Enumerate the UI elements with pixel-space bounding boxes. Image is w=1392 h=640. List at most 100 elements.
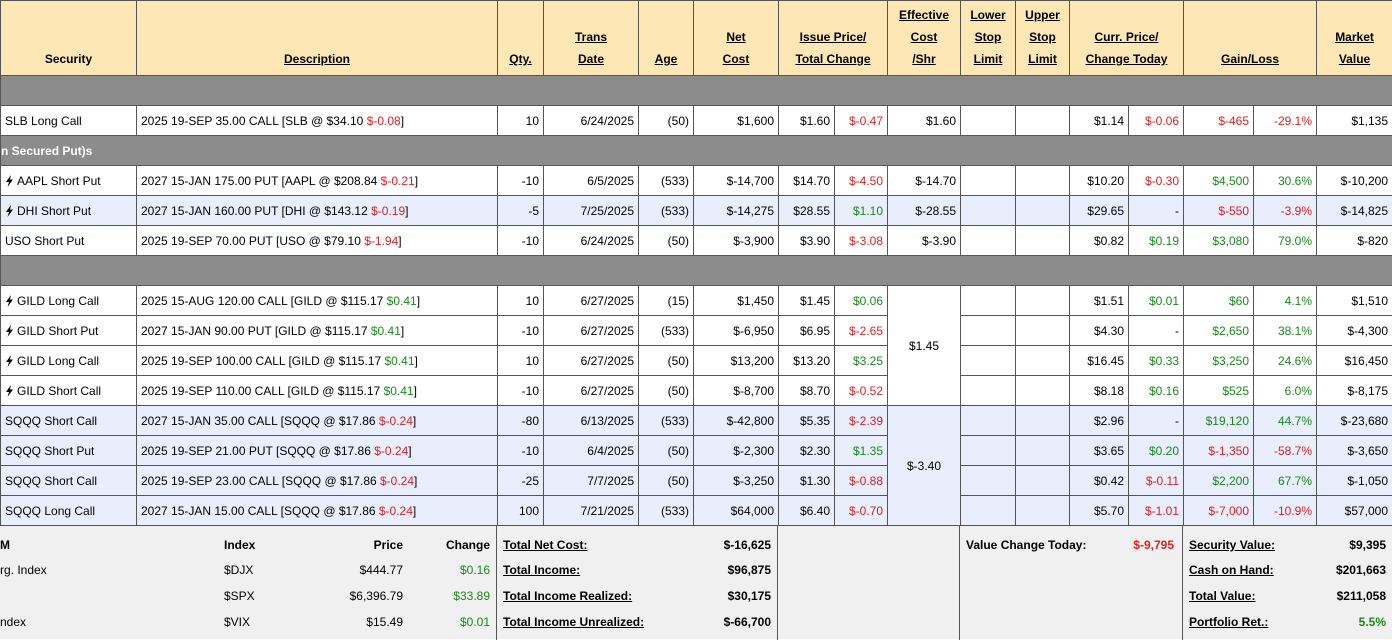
issue-price: $1.30 — [779, 466, 835, 496]
effective-cost: $-3.90 — [888, 226, 961, 256]
bolt-icon — [5, 295, 14, 307]
description: 2025 19-SEP 23.00 CALL [SQQQ @ $17.86 $-… — [137, 466, 498, 496]
section-row — [1, 76, 1392, 106]
issue-price: $1.60 — [779, 106, 835, 136]
security-name: SQQQ Short Call — [5, 474, 97, 488]
net-cost: $13,200 — [694, 346, 779, 376]
trans-date: 6/27/2025 — [544, 316, 639, 346]
gain-loss: $-1,350 — [1184, 436, 1254, 466]
security-name: GILD Short Put — [17, 324, 98, 338]
lower-stop — [961, 196, 1016, 226]
description-text: ] — [408, 444, 411, 458]
bolt-icon — [5, 385, 14, 397]
curr-price: $0.82 — [1070, 226, 1129, 256]
trans-date: 6/27/2025 — [544, 286, 639, 316]
header-text: Value — [1339, 52, 1370, 66]
gain-loss-pct: -10.9% — [1254, 496, 1317, 526]
security-name: GILD Short Call — [17, 384, 101, 398]
effective-cost: $-3.40 — [888, 406, 961, 526]
description-text: ] — [405, 204, 408, 218]
header-text: Stop — [975, 30, 1002, 44]
age: (50) — [639, 436, 694, 466]
market-value: $57,000 — [1317, 496, 1392, 526]
trans-date: 6/4/2025 — [544, 436, 639, 466]
gain-loss-pct: -3.9% — [1254, 196, 1317, 226]
gain-loss-pct: 30.6% — [1254, 166, 1317, 196]
qty: -10 — [498, 376, 544, 406]
security: USO Short Put — [1, 226, 137, 256]
description-text: 2025 19-SEP 100.00 CALL [GILD @ $115.17 — [141, 354, 384, 368]
security-name: SQQQ Long Call — [5, 504, 95, 518]
upper-stop — [1016, 106, 1070, 136]
security: SQQQ Long Call — [1, 496, 137, 526]
total-change: $-0.47 — [835, 106, 888, 136]
bolt-icon — [5, 175, 14, 187]
security-name: SQQQ Short Put — [5, 444, 94, 458]
description-text: 2027 15-JAN 90.00 PUT [GILD @ $115.17 — [141, 324, 371, 338]
index-price: $6,396.79 — [350, 589, 403, 603]
description-text: ] — [415, 354, 418, 368]
description: 2027 15-JAN 35.00 CALL [SQQQ @ $17.86 $-… — [137, 406, 498, 436]
upper-stop — [1016, 166, 1070, 196]
lower-stop — [961, 406, 1016, 436]
description: 2025 19-SEP 70.00 PUT [USO @ $79.10 $-1.… — [137, 226, 498, 256]
underlying-change: $-0.08 — [367, 114, 401, 128]
age: (50) — [639, 106, 694, 136]
header-text: Gain/Loss — [1221, 52, 1279, 66]
total-label: Total Net Cost: — [503, 538, 587, 552]
curr-price: $16.45 — [1070, 346, 1129, 376]
gain-loss: $-550 — [1184, 196, 1254, 226]
issue-price: $2.30 — [779, 436, 835, 466]
column-header: Age — [639, 1, 694, 76]
lower-stop — [961, 316, 1016, 346]
bolt-icon — [5, 205, 14, 217]
header-text: Effective — [899, 8, 949, 22]
header-text: Age — [655, 52, 678, 66]
total-change: $3.25 — [835, 346, 888, 376]
effective-cost: $-28.55 — [888, 196, 961, 226]
description-text: 2027 15-JAN 160.00 PUT [DHI @ $143.12 — [141, 204, 371, 218]
issue-price: $13.20 — [779, 346, 835, 376]
security-name: SQQQ Short Call — [5, 414, 97, 428]
index-index: $DJX — [224, 563, 253, 577]
total-change: $-0.88 — [835, 466, 888, 496]
net-cost: $-2,300 — [694, 436, 779, 466]
security: SLB Long Call — [1, 106, 137, 136]
description-text: ] — [414, 384, 417, 398]
bolt-shape — [6, 355, 13, 367]
description-text: 2025 19-SEP 70.00 PUT [USO @ $79.10 — [141, 234, 364, 248]
issue-price: $3.90 — [779, 226, 835, 256]
index-change: $0.16 — [460, 563, 490, 577]
curr-price: $8.18 — [1070, 376, 1129, 406]
description-text: 2025 19-SEP 110.00 CALL [GILD @ $115.17 — [141, 384, 384, 398]
trans-date: 7/7/2025 — [544, 466, 639, 496]
age: (15) — [639, 286, 694, 316]
lower-stop — [961, 286, 1016, 316]
qty: 10 — [498, 106, 544, 136]
net-cost: $1,600 — [694, 106, 779, 136]
market-value: $-23,680 — [1317, 406, 1392, 436]
curr-price: $29.65 — [1070, 196, 1129, 226]
effective-cost: $-14.70 — [888, 166, 961, 196]
net-cost: $-14,275 — [694, 196, 779, 226]
change-today: - — [1129, 316, 1184, 346]
total-change: $-4.50 — [835, 166, 888, 196]
age: (533) — [639, 406, 694, 436]
upper-stop — [1016, 496, 1070, 526]
change-today: $0.20 — [1129, 436, 1184, 466]
index-header: Change — [446, 538, 490, 552]
bolt-shape — [6, 295, 13, 307]
change-today: $0.33 — [1129, 346, 1184, 376]
header-text: Market — [1335, 30, 1374, 44]
description: 2025 19-SEP 100.00 CALL [GILD @ $115.17 … — [137, 346, 498, 376]
description: 2025 15-AUG 120.00 CALL [GILD @ $115.17 … — [137, 286, 498, 316]
index-index: $SPX — [224, 589, 255, 603]
age: (50) — [639, 226, 694, 256]
